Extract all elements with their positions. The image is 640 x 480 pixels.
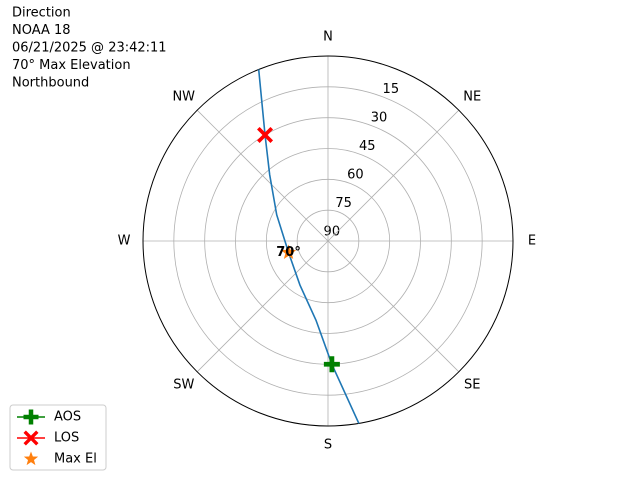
x-tick-label: E: [528, 234, 536, 249]
x-tick-label: S: [324, 438, 332, 453]
title-line: 70° Max Elevation: [12, 58, 131, 73]
title-line: Northbound: [12, 76, 89, 91]
x-tick-label: SW: [173, 378, 194, 393]
marker: [323, 356, 340, 373]
y-tick-label: 60: [347, 167, 364, 182]
x-tick-label: NE: [463, 89, 481, 104]
value-label: 70°: [276, 245, 301, 260]
legend-label: AOS: [54, 410, 81, 425]
legend-box: [9, 404, 107, 471]
legend-label: Max El: [54, 452, 97, 467]
y-tick-label: 30: [371, 110, 388, 125]
x-tick-label: N: [323, 30, 333, 45]
legend-marker: [23, 451, 39, 466]
grid-line: [327, 240, 460, 373]
grid-line: [196, 109, 329, 242]
polar-spine: [142, 55, 514, 427]
grid-line: [327, 109, 460, 242]
legend-marker: [23, 409, 39, 425]
marker: [280, 244, 297, 260]
y-tick-label: 75: [335, 196, 352, 211]
title-line: Direction: [12, 6, 71, 21]
track-line: [257, 69, 360, 424]
marker: [257, 126, 274, 143]
x-tick-label: NW: [172, 89, 195, 104]
legend-marker: [23, 430, 39, 446]
y-tick-label: 15: [383, 82, 400, 97]
legend-label: LOS: [54, 431, 79, 446]
y-tick-label: 45: [359, 139, 376, 154]
x-tick-label: SE: [464, 378, 480, 393]
title-line: 06/21/2025 @ 23:42:11: [12, 41, 167, 56]
grid-line: [196, 240, 329, 373]
title-line: NOAA 18: [12, 23, 71, 38]
x-tick-label: W: [118, 234, 131, 249]
